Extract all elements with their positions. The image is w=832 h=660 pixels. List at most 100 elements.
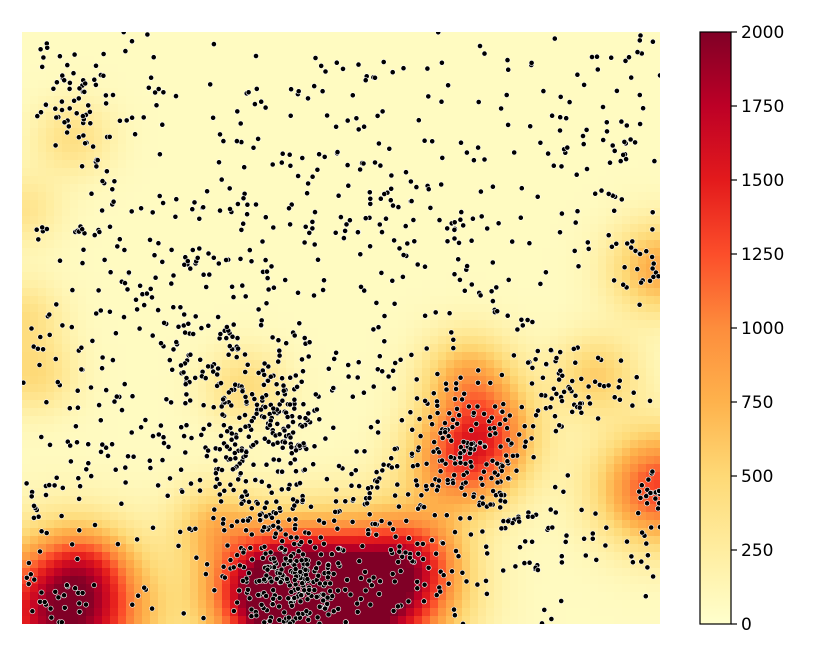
- heatmap-cell: [590, 248, 599, 257]
- heatmap-cell: [550, 200, 559, 209]
- heatmap-cell: [462, 416, 471, 425]
- heatmap-cell: [398, 80, 407, 89]
- heatmap-cell: [566, 448, 575, 457]
- heatmap-cell: [78, 528, 87, 537]
- heatmap-cell: [446, 496, 455, 505]
- heatmap-cell: [630, 104, 639, 113]
- heatmap-cell: [182, 296, 191, 305]
- heatmap-cell: [542, 472, 551, 481]
- heatmap-cell: [150, 400, 159, 409]
- heatmap-cell: [262, 240, 271, 249]
- heatmap-cell: [54, 240, 63, 249]
- heatmap-cell: [326, 160, 335, 169]
- heatmap-cell: [590, 384, 599, 393]
- heatmap-cell: [158, 304, 167, 313]
- heatmap-cell: [310, 400, 319, 409]
- heatmap-cell: [518, 328, 527, 337]
- heatmap-cell: [326, 168, 335, 177]
- heatmap-cell: [414, 488, 423, 497]
- heatmap-cell: [622, 80, 631, 89]
- heatmap-cell: [118, 232, 127, 241]
- heatmap-cell: [46, 304, 55, 313]
- heatmap-cell: [294, 360, 303, 369]
- heatmap-cell: [46, 432, 55, 441]
- heatmap-cell: [62, 440, 71, 449]
- heatmap-cell: [470, 240, 479, 249]
- heatmap-cell: [606, 176, 615, 185]
- heatmap-cell: [262, 80, 271, 89]
- heatmap-cell: [582, 56, 591, 65]
- heatmap-cell: [422, 336, 431, 345]
- heatmap-cell: [182, 384, 191, 393]
- heatmap-cell: [278, 456, 287, 465]
- heatmap-cell: [198, 72, 207, 81]
- heatmap-cell: [390, 336, 399, 345]
- heatmap-cell: [102, 160, 111, 169]
- heatmap-cell: [638, 368, 647, 377]
- heatmap-cell: [630, 456, 639, 465]
- heatmap-cell: [462, 184, 471, 193]
- heatmap-cell: [318, 224, 327, 233]
- heatmap-cell: [422, 472, 431, 481]
- heatmap-cell: [366, 208, 375, 217]
- heatmap-cell: [302, 168, 311, 177]
- heatmap-cell: [102, 88, 111, 97]
- heatmap-cell: [494, 344, 503, 353]
- heatmap-cell: [614, 296, 623, 305]
- heatmap-cell: [270, 152, 279, 161]
- heatmap-cell: [558, 72, 567, 81]
- heatmap-cell: [390, 320, 399, 329]
- heatmap-cell: [534, 312, 543, 321]
- heatmap-cell: [206, 120, 215, 129]
- heatmap-cell: [30, 240, 39, 249]
- heatmap-cell: [622, 160, 631, 169]
- heatmap-cell: [654, 32, 660, 41]
- heatmap-cell: [590, 120, 599, 129]
- heatmap-cell: [126, 32, 135, 41]
- heatmap-cell: [190, 336, 199, 345]
- heatmap-cell: [398, 328, 407, 337]
- heatmap-cell: [438, 112, 447, 121]
- heatmap-cell: [406, 248, 415, 257]
- heatmap-cell: [342, 256, 351, 265]
- heatmap-cell: [286, 216, 295, 225]
- heatmap-cell: [22, 304, 31, 313]
- heatmap-cell: [326, 376, 335, 385]
- heatmap-cell: [374, 368, 383, 377]
- heatmap-cell: [414, 464, 423, 473]
- heatmap-cell: [150, 56, 159, 65]
- heatmap-cell: [38, 176, 47, 185]
- heatmap-cell: [486, 72, 495, 81]
- heatmap-cell: [62, 384, 71, 393]
- heatmap-cell: [326, 120, 335, 129]
- heatmap-cell: [94, 496, 103, 505]
- heatmap-cell: [462, 200, 471, 209]
- heatmap-cell: [326, 176, 335, 185]
- heatmap-cell: [142, 144, 151, 153]
- heatmap-cell: [278, 472, 287, 481]
- heatmap-cell: [286, 304, 295, 313]
- heatmap-cell: [382, 168, 391, 177]
- heatmap-cell: [582, 200, 591, 209]
- heatmap-cell: [222, 288, 231, 297]
- heatmap-cell: [390, 272, 399, 281]
- heatmap-cell: [190, 152, 199, 161]
- heatmap-cell: [134, 432, 143, 441]
- heatmap-cell: [382, 320, 391, 329]
- heatmap-cell: [414, 224, 423, 233]
- heatmap-cell: [582, 400, 591, 409]
- heatmap-cell: [94, 256, 103, 265]
- heatmap-cell: [222, 472, 231, 481]
- heatmap-cell: [334, 40, 343, 49]
- heatmap-cell: [78, 432, 87, 441]
- heatmap-cell: [302, 232, 311, 241]
- heatmap-cell: [182, 192, 191, 201]
- heatmap-cell: [550, 224, 559, 233]
- heatmap-cell: [646, 128, 655, 137]
- heatmap-cell: [174, 280, 183, 289]
- heatmap-cell: [182, 344, 191, 353]
- heatmap-cell: [638, 96, 647, 105]
- heatmap-cell: [462, 400, 471, 409]
- heatmap-cell: [646, 288, 655, 297]
- heatmap-cell: [54, 512, 63, 521]
